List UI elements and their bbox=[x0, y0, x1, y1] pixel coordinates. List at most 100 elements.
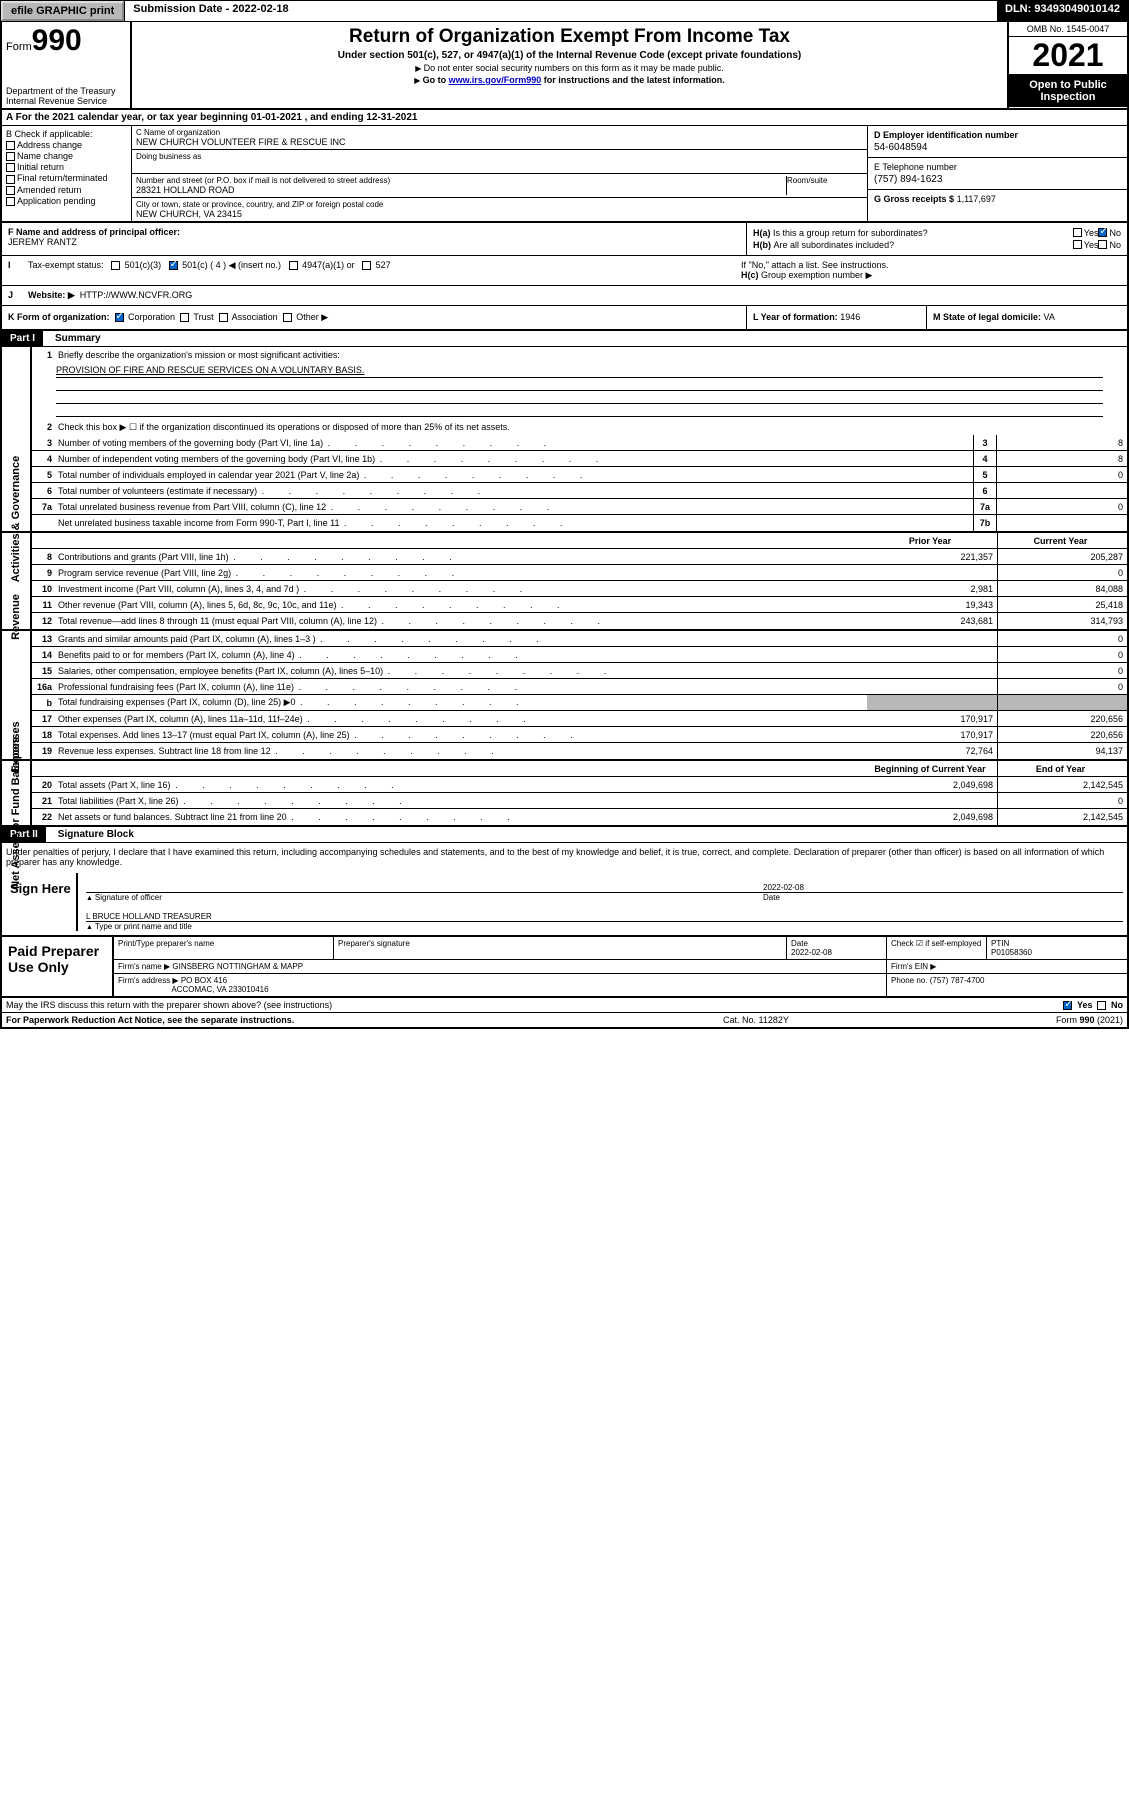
part-i-header: Part ISummary bbox=[2, 331, 1127, 347]
gross-receipts-label: G Gross receipts $ bbox=[874, 194, 954, 204]
declaration-text: Under penalties of perjury, I declare th… bbox=[6, 847, 1123, 867]
principal-officer: JEREMY RANTZ bbox=[8, 237, 77, 247]
hb-note: If "No," attach a list. See instructions… bbox=[741, 260, 1121, 270]
section-b: B Check if applicable: Address change Na… bbox=[2, 126, 132, 221]
b-label: B Check if applicable: bbox=[6, 129, 127, 139]
city-state-zip: NEW CHURCH, VA 23415 bbox=[136, 209, 242, 219]
tax-year: 2021 bbox=[1009, 37, 1127, 75]
address-change-check[interactable] bbox=[6, 141, 15, 150]
top-toolbar: efile GRAPHIC print Submission Date - 20… bbox=[0, 0, 1129, 22]
net-sidebar: Net Assets or Fund Balances bbox=[2, 761, 32, 825]
section-d-e-g: D Employer identification number54-60485… bbox=[867, 126, 1127, 221]
current-year-header: Current Year bbox=[997, 533, 1127, 548]
dln: DLN: 93493049010142 bbox=[997, 1, 1128, 21]
open-inspection: Open to Public Inspection bbox=[1009, 75, 1127, 107]
prior-year-header: Prior Year bbox=[867, 533, 997, 548]
firm-name: GINSBERG NOTTINGHAM & MAPP bbox=[172, 962, 303, 971]
submission-date: Submission Date - 2022-02-18 bbox=[124, 1, 296, 21]
section-f: F Name and address of principal officer:… bbox=[2, 223, 747, 255]
form-title: Return of Organization Exempt From Incom… bbox=[136, 26, 1003, 48]
header-right: OMB No. 1545-0047 2021 Open to Public In… bbox=[1007, 22, 1127, 108]
gross-receipts: 1,117,697 bbox=[957, 194, 996, 204]
cat-no: Cat. No. 11282Y bbox=[723, 1015, 983, 1025]
year-formation: 1946 bbox=[840, 312, 860, 322]
officer-name: L BRUCE HOLLAND TREASURER bbox=[86, 912, 763, 921]
app-pending-check[interactable] bbox=[6, 197, 15, 206]
line-l: L Year of formation: 1946 bbox=[747, 306, 927, 329]
ha-no-check[interactable] bbox=[1098, 228, 1107, 237]
header-left: Form990 Department of the Treasury Inter… bbox=[2, 22, 132, 108]
dept-treasury: Department of the Treasury Internal Reve… bbox=[6, 86, 126, 106]
line-i: I Tax-exempt status: 501(c)(3) 501(c) ( … bbox=[2, 256, 1127, 286]
website: HTTP://WWW.NCVFR.ORG bbox=[80, 290, 193, 300]
ptin: P01058360 bbox=[991, 948, 1032, 957]
rev-sidebar: Revenue bbox=[2, 533, 32, 629]
line2-label: Check this box ▶ ☐ if the organization d… bbox=[56, 420, 1127, 435]
501c3-check[interactable] bbox=[111, 261, 120, 270]
may-discuss: May the IRS discuss this return with the… bbox=[2, 998, 1127, 1013]
omb-number: OMB No. 1545-0047 bbox=[1009, 22, 1127, 37]
firm-ein-label: Firm's EIN ▶ bbox=[891, 962, 936, 971]
527-check[interactable] bbox=[362, 261, 371, 270]
ssn-note: Do not enter social security numbers on … bbox=[136, 63, 1003, 73]
ein-label: D Employer identification number bbox=[874, 130, 1018, 140]
prep-name-header: Print/Type preparer's name bbox=[114, 937, 334, 959]
line-j: J Website: ▶ HTTP://WWW.NCVFR.ORG bbox=[2, 286, 1127, 306]
may-yes-check[interactable] bbox=[1063, 1001, 1072, 1010]
corp-check[interactable] bbox=[115, 313, 124, 322]
section-h: H(a) Is this a group return for subordin… bbox=[747, 223, 1127, 255]
date-label: Date bbox=[763, 893, 1123, 902]
initial-return-check[interactable] bbox=[6, 163, 15, 172]
form-ref: Form 990 (2021) bbox=[983, 1015, 1123, 1025]
line1-label: Briefly describe the organization's miss… bbox=[56, 348, 1127, 362]
paid-preparer: Paid Preparer Use Only Print/Type prepar… bbox=[2, 935, 1127, 998]
mission-text: PROVISION OF FIRE AND RESCUE SERVICES ON… bbox=[56, 365, 1103, 378]
may-no-check[interactable] bbox=[1097, 1001, 1106, 1010]
begin-year-header: Beginning of Current Year bbox=[867, 761, 997, 776]
form-subtitle: Under section 501(c), 527, or 4947(a)(1)… bbox=[136, 50, 1003, 61]
phone: (757) 894-1623 bbox=[874, 174, 1121, 185]
street-address: 28321 HOLLAND ROAD bbox=[136, 185, 235, 195]
trust-check[interactable] bbox=[180, 313, 189, 322]
room-suite-label: Room/suite bbox=[783, 176, 863, 195]
hc-label: Group exemption number ▶ bbox=[761, 270, 872, 280]
self-employed-check[interactable]: Check ☑ if self-employed bbox=[891, 939, 981, 948]
final-return-check[interactable] bbox=[6, 175, 15, 184]
hb-yes-check[interactable] bbox=[1073, 240, 1082, 249]
section-c: C Name of organizationNEW CHURCH VOLUNTE… bbox=[132, 126, 867, 221]
pra-notice: For Paperwork Reduction Act Notice, see … bbox=[6, 1015, 723, 1025]
form-page: Form990 Department of the Treasury Inter… bbox=[0, 22, 1129, 1029]
other-check[interactable] bbox=[283, 313, 292, 322]
line-m: M State of legal domicile: VA bbox=[927, 306, 1127, 329]
gov-sidebar: Activities & Governance bbox=[2, 347, 32, 531]
preparer-title: Paid Preparer Use Only bbox=[2, 937, 112, 996]
signature-block: Under penalties of perjury, I declare th… bbox=[2, 843, 1127, 935]
ha-yes-check[interactable] bbox=[1073, 228, 1082, 237]
domicile-state: VA bbox=[1044, 312, 1055, 322]
assoc-check[interactable] bbox=[219, 313, 228, 322]
line-k: K Form of organization: Corporation Trus… bbox=[2, 306, 747, 329]
end-year-header: End of Year bbox=[997, 761, 1127, 776]
prep-date: 2022-02-08 bbox=[791, 948, 832, 957]
goto-note: Go to www.irs.gov/Form990 for instructio… bbox=[136, 75, 1003, 85]
org-name: NEW CHURCH VOLUNTEER FIRE & RESCUE INC bbox=[136, 137, 346, 147]
4947-check[interactable] bbox=[289, 261, 298, 270]
part-ii-header: Part IISignature Block bbox=[2, 827, 1127, 843]
firm-address: PO BOX 416 bbox=[181, 976, 227, 985]
501c-check[interactable] bbox=[169, 261, 178, 270]
hb-no-check[interactable] bbox=[1098, 240, 1107, 249]
sig-officer-label: Signature of officer bbox=[86, 893, 763, 902]
firm-phone: (757) 787-4700 bbox=[930, 976, 985, 985]
amended-return-check[interactable] bbox=[6, 186, 15, 195]
name-change-check[interactable] bbox=[6, 152, 15, 161]
header-center: Return of Organization Exempt From Incom… bbox=[132, 22, 1007, 108]
name-title-label: Type or print name and title bbox=[86, 922, 763, 931]
irs-link[interactable]: www.irs.gov/Form990 bbox=[449, 75, 542, 85]
firm-city: ACCOMAC, VA 233010416 bbox=[171, 985, 268, 994]
efile-print-button[interactable]: efile GRAPHIC print bbox=[1, 1, 124, 21]
sig-date: 2022-02-08 bbox=[763, 883, 1123, 892]
line-a: A For the 2021 calendar year, or tax yea… bbox=[2, 110, 1127, 126]
footer: For Paperwork Reduction Act Notice, see … bbox=[2, 1013, 1127, 1027]
phone-label: E Telephone number bbox=[874, 162, 957, 172]
prep-sig-header: Preparer's signature bbox=[334, 937, 787, 959]
